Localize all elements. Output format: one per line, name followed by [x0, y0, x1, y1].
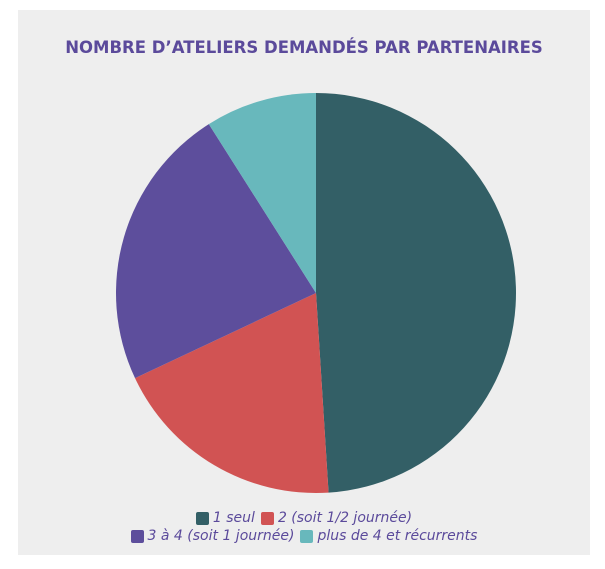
legend-item: plus de 4 et récurrents [300, 528, 477, 544]
legend-item: 3 à 4 (soit 1 journée) [130, 528, 295, 544]
legend-row: 3 à 4 (soit 1 journée) plus de 4 et récur… [18, 528, 590, 544]
legend-item: 1 seul [195, 510, 255, 526]
legend-label: 2 (soit 1/2 journée) [277, 510, 413, 526]
legend-swatch [130, 529, 144, 543]
legend-swatch [195, 511, 209, 525]
chart-title: NOMBRE D’ATELIERS DEMANDÉS PAR PARTENAIR… [65, 38, 543, 57]
pie-slice [116, 124, 317, 379]
chart [116, 93, 516, 493]
legend-label: 3 à 4 (soit 1 journée) [147, 528, 295, 544]
pie-slice [135, 293, 329, 493]
legend-row: 1 seul 2 (soit 1/2 journée) [18, 510, 590, 526]
pie-slice [316, 93, 516, 493]
legend-label: plus de 4 et récurrents [317, 528, 478, 544]
chart-panel: NOMBRE D’ATELIERS DEMANDÉS PAR PARTENAIR… [18, 10, 590, 555]
legend-swatch [300, 529, 314, 543]
legend-swatch [260, 511, 274, 525]
legend: 1 seul 2 (soit 1/2 journée) 3 à 4 (soit 1 … [18, 510, 590, 546]
pie-slice [208, 93, 316, 293]
legend-item: 2 (soit 1/2 journée) [260, 510, 413, 526]
legend-label: 1 seul [212, 510, 255, 526]
